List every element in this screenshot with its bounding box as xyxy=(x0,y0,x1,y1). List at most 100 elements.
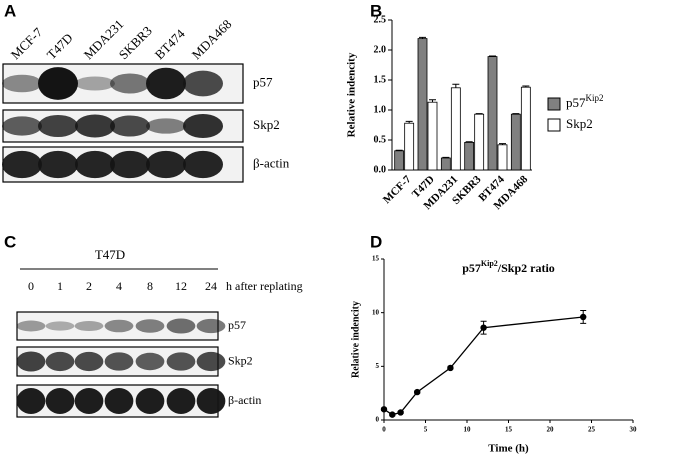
group-label: T47D xyxy=(95,247,125,262)
lane-label: 4 xyxy=(116,279,122,293)
lane-label: 2 xyxy=(86,279,92,293)
band xyxy=(75,150,115,179)
band xyxy=(16,320,46,332)
band xyxy=(183,70,223,97)
band xyxy=(104,388,134,414)
legend-superscript: Kip2 xyxy=(586,93,604,103)
error-bar xyxy=(452,83,460,88)
row-label: p57 xyxy=(253,74,273,89)
bar xyxy=(487,56,498,171)
band xyxy=(2,74,42,93)
bar xyxy=(510,113,521,171)
bar xyxy=(497,144,508,171)
lane-label: 12 xyxy=(175,279,187,293)
error-bar xyxy=(475,113,483,115)
band xyxy=(74,388,104,414)
band xyxy=(110,73,150,94)
point xyxy=(447,364,454,372)
bar xyxy=(427,101,438,171)
band xyxy=(2,150,42,179)
band xyxy=(16,351,46,372)
band xyxy=(38,67,78,100)
bar xyxy=(440,157,451,171)
x-tick-label: 10 xyxy=(464,426,472,434)
point xyxy=(580,313,587,321)
panel-letter: B xyxy=(370,1,382,20)
band xyxy=(196,351,226,372)
legend-swatch xyxy=(547,97,561,111)
error-bar xyxy=(405,120,413,124)
point xyxy=(389,411,396,418)
legend-label: p57Kip2 xyxy=(566,93,604,110)
band xyxy=(110,115,150,137)
lane-label: BT474 xyxy=(152,26,188,62)
band xyxy=(45,321,75,331)
band xyxy=(75,114,115,138)
band xyxy=(104,352,134,371)
y-tick-label: 0.5 xyxy=(374,134,387,145)
bar xyxy=(404,122,415,171)
panel-letter: C xyxy=(4,232,16,251)
error-bar xyxy=(442,156,450,158)
band xyxy=(166,388,196,414)
title-text: p57 xyxy=(462,261,481,275)
point xyxy=(414,388,421,396)
bar xyxy=(520,86,531,171)
point xyxy=(380,406,388,413)
band xyxy=(183,114,223,138)
x-tick-label: 25 xyxy=(588,426,596,434)
band xyxy=(104,319,134,333)
band xyxy=(166,318,196,334)
row-label: β-actin xyxy=(228,393,261,407)
panel-letter: A xyxy=(4,1,16,20)
y-tick-label: 2.0 xyxy=(374,44,387,55)
legend-swatch xyxy=(547,118,561,132)
error-bar xyxy=(419,36,426,39)
bar xyxy=(394,150,405,171)
band xyxy=(2,116,42,136)
error-bar xyxy=(465,141,473,143)
lane-label: 1 xyxy=(57,279,63,293)
y-tick-label: 10 xyxy=(372,308,380,316)
y-tick-label: 2.5 xyxy=(374,14,387,25)
x-tick-label: 20 xyxy=(547,426,555,434)
y-tick-label: 1.0 xyxy=(374,104,387,115)
row-label: p57 xyxy=(228,318,246,332)
x-tick-label: 30 xyxy=(630,426,638,434)
band xyxy=(146,150,186,179)
panel-letter: D xyxy=(370,232,382,251)
lane-label: T47D xyxy=(44,30,76,62)
bar xyxy=(417,38,428,171)
band xyxy=(146,118,186,134)
band xyxy=(166,352,196,371)
error-bar xyxy=(522,85,530,88)
band xyxy=(196,388,226,414)
error-bar xyxy=(499,143,506,145)
band xyxy=(75,76,115,91)
lane-caption: h after replating xyxy=(226,279,303,293)
title-rest: /Skp2 ratio xyxy=(497,261,555,275)
y-axis-label: Relative indencity xyxy=(350,301,361,378)
error-bar xyxy=(512,113,520,115)
point xyxy=(397,409,404,416)
y-axis-label: Relative indencity xyxy=(346,52,358,137)
lane-label: MCF-7 xyxy=(8,24,46,62)
x-axis-label: Time (h) xyxy=(488,443,529,455)
point xyxy=(480,324,487,331)
lane-label: MDA468 xyxy=(189,16,235,62)
lane-label: 0 xyxy=(28,279,34,293)
band xyxy=(45,351,75,372)
band xyxy=(196,318,226,334)
bar xyxy=(474,113,485,171)
band xyxy=(110,150,150,179)
x-tick-label: 5 xyxy=(424,426,428,434)
x-tick-label: MCF-7 xyxy=(381,173,414,206)
bar xyxy=(464,141,475,171)
error-bar xyxy=(429,99,436,103)
band xyxy=(45,388,75,414)
title-superscript: Kip2 xyxy=(481,259,498,268)
row-label: Skp2 xyxy=(253,117,280,132)
x-tick-label: 0 xyxy=(382,426,386,434)
band xyxy=(16,388,46,414)
